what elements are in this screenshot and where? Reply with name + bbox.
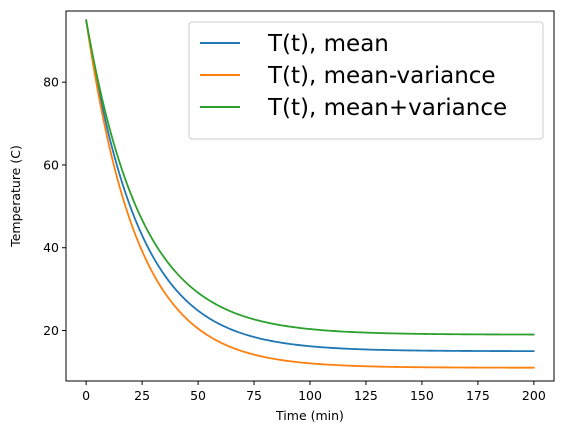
x-tick-label: 125: [354, 388, 378, 403]
legend-entry-label: T(t), mean+variance: [267, 95, 507, 121]
legend-entry-label: T(t), mean: [267, 31, 389, 57]
x-tick-label: 0: [82, 388, 90, 403]
x-axis: 0 25 50 75 100 125 150 175 200: [82, 381, 546, 403]
x-tick-label: 75: [246, 388, 262, 403]
legend-items: T(t), mean T(t), mean-variance T(t), mean+…: [200, 31, 507, 121]
x-tick-label: 50: [190, 388, 206, 403]
x-tick-label: 200: [522, 388, 546, 403]
plot-layer: [85, 19, 535, 369]
series-line: [85, 19, 535, 353]
x-tick-label: 100: [298, 388, 322, 403]
y-tick-label: 60: [43, 157, 59, 172]
x-axis-label: Time (min): [275, 408, 344, 423]
legend: T(t), mean T(t), mean-variance T(t), mean+…: [188, 21, 544, 140]
y-axis: 20 40 60 80: [43, 75, 66, 338]
x-tick-label: 175: [466, 388, 490, 403]
legend-entry-label: T(t), mean-variance: [267, 63, 496, 89]
axes: 0 25 50 75 100 125 150 175 200 20 40 60 80 Time (mi…: [8, 10, 555, 423]
y-axis-label: Temperature (C): [8, 145, 23, 248]
y-tick-label: 80: [43, 75, 59, 90]
y-tick-label: 40: [43, 240, 59, 255]
x-tick-label: 25: [134, 388, 150, 403]
x-tick-label: 150: [410, 388, 434, 403]
legend-box: [188, 21, 544, 140]
y-tick-label: 20: [43, 323, 59, 338]
series-line: [85, 19, 535, 336]
series-line: [85, 19, 535, 369]
